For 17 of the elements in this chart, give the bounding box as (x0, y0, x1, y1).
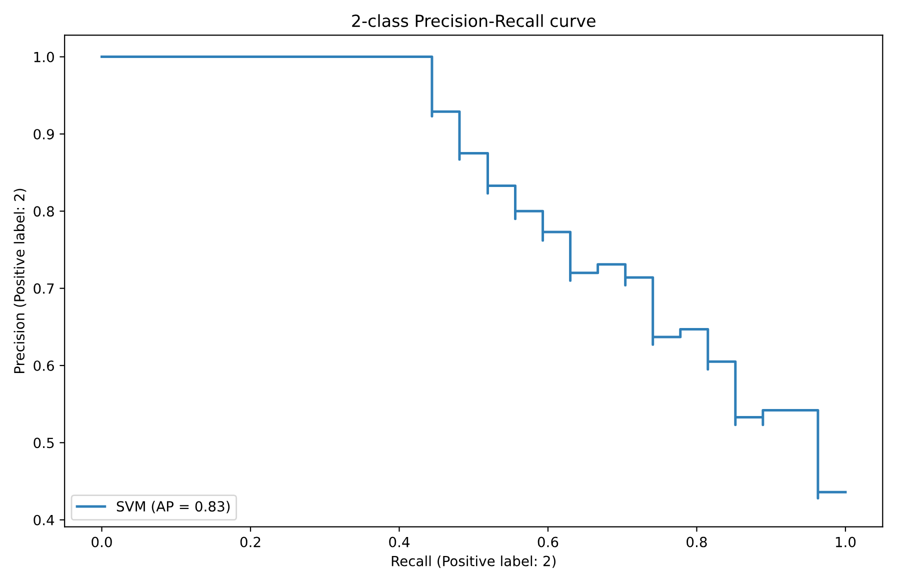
x-tick-label: 0.2 (240, 536, 260, 548)
x-axis-title: Recall (Positive label: 2) (392, 556, 556, 568)
x-tick-label: 1.0 (836, 536, 856, 548)
y-tick-label: 0.4 (34, 514, 54, 526)
x-tick-label: 0.8 (686, 536, 707, 548)
y-tick-label: 0.6 (34, 360, 54, 371)
legend-label: SVM (AP = 0.83) (116, 500, 230, 514)
y-tick-label: 0.9 (34, 128, 54, 140)
x-tick-label: 0.4 (389, 536, 410, 548)
y-tick-label: 1.0 (34, 52, 54, 62)
y-axis-title: Precision (Positive label: 2) (14, 188, 26, 373)
x-tick-label: 0.6 (538, 536, 558, 548)
chart-title: 2-class Precision-Recall curve (352, 14, 596, 28)
y-tick-label: 0.8 (34, 206, 54, 217)
y-tick-label: 0.7 (34, 283, 54, 294)
x-tick-label: 0.0 (92, 536, 112, 548)
y-tick-label: 0.5 (34, 438, 54, 448)
